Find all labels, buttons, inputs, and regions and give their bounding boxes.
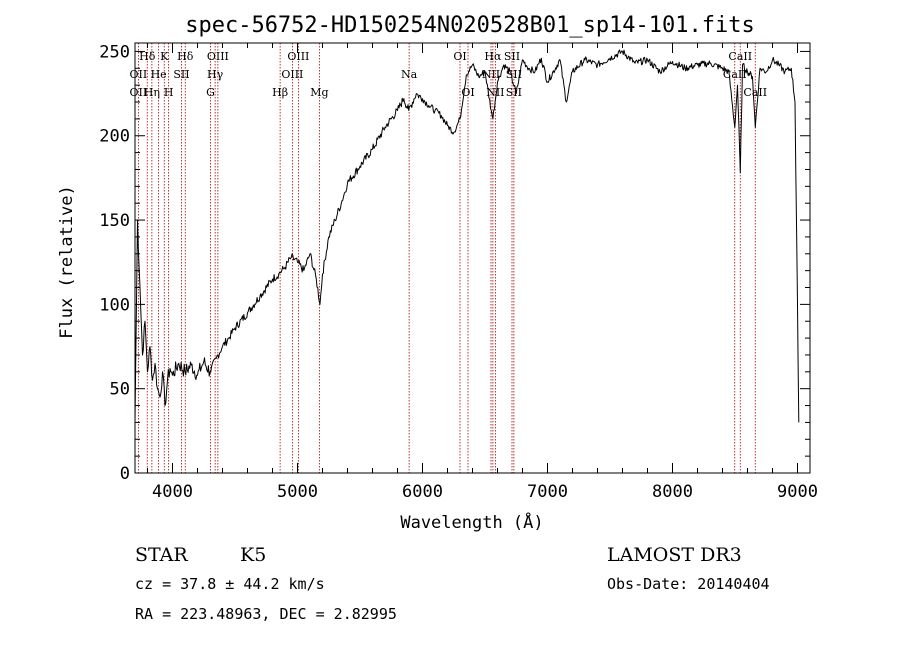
x-tick-label: 4000 bbox=[152, 482, 193, 502]
survey-name: LAMOST DR3 bbox=[607, 544, 742, 566]
y-axis-label: Flux (relative) bbox=[57, 185, 77, 339]
x-tick-label: 7000 bbox=[527, 482, 568, 502]
y-tick-label: 100 bbox=[99, 295, 130, 315]
x-tick-label: 9000 bbox=[777, 482, 818, 502]
line-label: Hα bbox=[484, 50, 502, 63]
object-subclass: K5 bbox=[240, 544, 266, 566]
axis-ticks: 4000 5000 6000 7000 8000 9000 0 50 100 150 200 250 bbox=[99, 42, 818, 502]
x-axis-label: Wavelength (Å) bbox=[400, 511, 543, 533]
line-label: OIII bbox=[287, 50, 309, 63]
y-tick-label: 150 bbox=[99, 211, 130, 231]
y-tick-label: 200 bbox=[99, 127, 130, 147]
line-label: Hβ bbox=[272, 86, 288, 99]
chart-title: spec-56752-HD150254N020528B01_sp14-101.f… bbox=[185, 13, 755, 38]
plot-frame bbox=[134, 42, 811, 474]
line-label: OI bbox=[453, 50, 466, 63]
object-class: STAR bbox=[135, 544, 188, 566]
y-tick-label: 50 bbox=[110, 380, 130, 400]
spectrum-line bbox=[134, 49, 800, 423]
x-tick-label: 6000 bbox=[402, 482, 443, 502]
line-label: Na bbox=[401, 68, 418, 81]
x-tick-label: 5000 bbox=[277, 482, 318, 502]
line-label: CaII bbox=[728, 50, 752, 63]
line-label: NII bbox=[486, 86, 504, 99]
line-label: G bbox=[206, 86, 215, 99]
y-tick-label: 0 bbox=[120, 464, 130, 484]
line-label: SII bbox=[504, 50, 520, 63]
spectral-line-markers bbox=[137, 43, 756, 473]
line-label: H bbox=[164, 86, 174, 99]
line-label: OII bbox=[130, 68, 148, 81]
line-label: He bbox=[151, 68, 167, 81]
obs-date-text: Obs-Date: 20140404 bbox=[607, 575, 770, 593]
line-label: OIII bbox=[207, 50, 229, 63]
line-label: Hη bbox=[144, 86, 160, 99]
line-label: K bbox=[160, 50, 169, 63]
line-label: Mg bbox=[310, 86, 328, 99]
line-label: Hγ bbox=[207, 68, 224, 81]
redshift-text: cz = 37.8 ± 44.2 km/s bbox=[135, 575, 325, 593]
x-tick-label: 8000 bbox=[652, 482, 693, 502]
coordinates-text: RA = 223.48963, DEC = 2.82995 bbox=[135, 605, 397, 623]
line-label: Hδ bbox=[139, 50, 156, 63]
line-label: SII bbox=[173, 68, 189, 81]
line-label: OIII bbox=[281, 68, 303, 81]
line-label: OII bbox=[130, 86, 148, 99]
line-label: Hδ bbox=[177, 50, 194, 63]
line-label: NII bbox=[482, 68, 500, 81]
line-label: SII bbox=[506, 86, 522, 99]
y-tick-label: 250 bbox=[99, 42, 130, 62]
line-label: CaII bbox=[743, 86, 767, 99]
